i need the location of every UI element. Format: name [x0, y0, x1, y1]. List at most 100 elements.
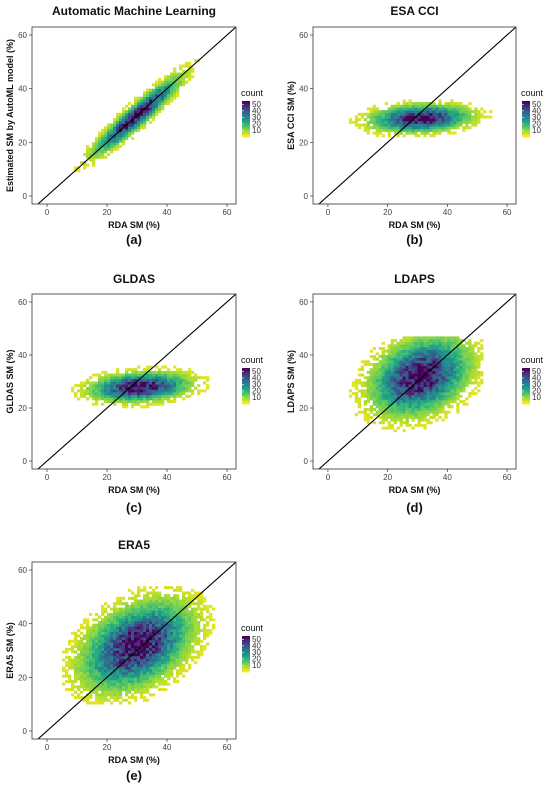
heatmap-cell — [387, 128, 391, 132]
heatmap-cell — [134, 118, 138, 122]
heatmap-cell — [158, 607, 162, 611]
heatmap-cell — [435, 357, 439, 361]
heatmap-cell — [191, 615, 195, 619]
heatmap-cell — [119, 688, 123, 692]
heatmap-cell — [188, 69, 192, 73]
heatmap-cell — [450, 373, 454, 377]
heatmap-cell — [149, 384, 153, 388]
heatmap-cell — [170, 671, 174, 675]
heatmap-cell — [456, 405, 460, 409]
heatmap-cell — [414, 423, 418, 427]
heatmap-cell — [188, 663, 192, 667]
heatmap-cell — [426, 368, 430, 372]
heatmap-cell — [134, 373, 138, 377]
heatmap-cell — [462, 126, 466, 130]
heatmap-cell — [173, 631, 177, 635]
legend-break-label: 20 — [252, 654, 261, 663]
heatmap-cell — [453, 126, 457, 130]
heatmap-cell — [182, 381, 186, 385]
heatmap-cell — [381, 394, 385, 398]
heatmap-cell — [122, 389, 126, 393]
heatmap-cell — [384, 397, 388, 401]
heatmap-cell — [432, 336, 436, 340]
heatmap-cell — [86, 658, 90, 662]
heatmap-cell — [465, 349, 469, 353]
heatmap-cell — [173, 663, 177, 667]
heatmap-cell — [110, 621, 114, 624]
heatmap-cell — [179, 666, 183, 670]
heatmap-cell — [435, 381, 439, 385]
heatmap-cell — [122, 647, 126, 651]
heatmap-cell — [92, 381, 96, 385]
heatmap-cell — [74, 645, 78, 649]
heatmap-cell — [83, 671, 87, 675]
heatmap-cell — [140, 671, 144, 675]
heatmap-cell — [125, 663, 129, 667]
heatmap-cell — [152, 386, 156, 390]
heatmap-cell — [77, 674, 81, 678]
heatmap-cell — [140, 634, 144, 638]
heatmap-cell — [155, 645, 159, 649]
heatmap-cell — [146, 666, 150, 670]
y-tick-label: 60 — [18, 298, 27, 307]
heatmap-cell — [462, 400, 466, 404]
heatmap-cell — [83, 680, 87, 683]
colorbar-segment — [242, 387, 250, 390]
heatmap-cell — [80, 623, 84, 627]
heatmap-cell — [86, 378, 90, 382]
heatmap-cell — [423, 397, 427, 401]
heatmap-cell — [438, 131, 442, 135]
heatmap-cell — [152, 104, 156, 108]
heatmap-cell — [351, 384, 356, 388]
heatmap-cell — [110, 386, 114, 390]
heatmap-cell — [438, 110, 442, 114]
heatmap-cell — [161, 99, 165, 103]
heatmap-cell — [387, 360, 391, 364]
heatmap-cell — [432, 128, 436, 132]
heatmap-cell — [146, 658, 150, 662]
heatmap-cell — [462, 384, 466, 388]
heatmap-cell — [173, 655, 177, 659]
heatmap-cell — [384, 418, 388, 422]
colorbar-segment — [522, 380, 530, 382]
heatmap-cell — [468, 341, 472, 345]
heatmap-cell — [104, 655, 108, 659]
heatmap-cell — [411, 413, 415, 417]
heatmap-cell — [164, 647, 168, 651]
heatmap-cell — [161, 83, 165, 87]
heatmap-cell — [158, 669, 162, 673]
heatmap-cell — [432, 349, 436, 353]
heatmap-cell — [429, 341, 433, 345]
heatmap-cell — [194, 373, 198, 377]
heatmap-cell — [152, 94, 156, 98]
heatmap-cell — [110, 674, 114, 678]
heatmap-cell — [113, 685, 117, 689]
heatmap-cell — [447, 123, 451, 127]
heatmap-cell — [411, 123, 415, 127]
heatmap-cell — [119, 674, 123, 678]
heatmap-cell — [357, 368, 362, 372]
heatmap-cell — [134, 400, 138, 404]
heatmap-cell — [104, 645, 108, 649]
y-tick-label: 20 — [18, 138, 27, 147]
heatmap-cell — [468, 392, 472, 396]
heatmap-cell — [167, 674, 171, 678]
heatmap-cell — [80, 650, 84, 654]
heatmap-cell — [104, 392, 108, 396]
heatmap-cell — [68, 647, 72, 651]
heatmap-cell — [104, 139, 108, 143]
heatmap-cell — [182, 639, 186, 643]
heatmap-cell — [456, 368, 460, 372]
heatmap-cell — [423, 389, 427, 393]
heatmap-cell — [176, 655, 180, 659]
heatmap-cell — [83, 394, 87, 398]
heatmap-cell — [417, 408, 421, 411]
heatmap-cell — [438, 99, 442, 103]
heatmap-cell — [390, 423, 394, 427]
heatmap-cell — [438, 392, 442, 396]
heatmap-cell — [86, 645, 90, 649]
heatmap-cell — [101, 612, 105, 616]
heatmap-cell — [110, 655, 114, 659]
heatmap-cell — [98, 381, 102, 385]
heatmap-cell — [161, 629, 165, 633]
